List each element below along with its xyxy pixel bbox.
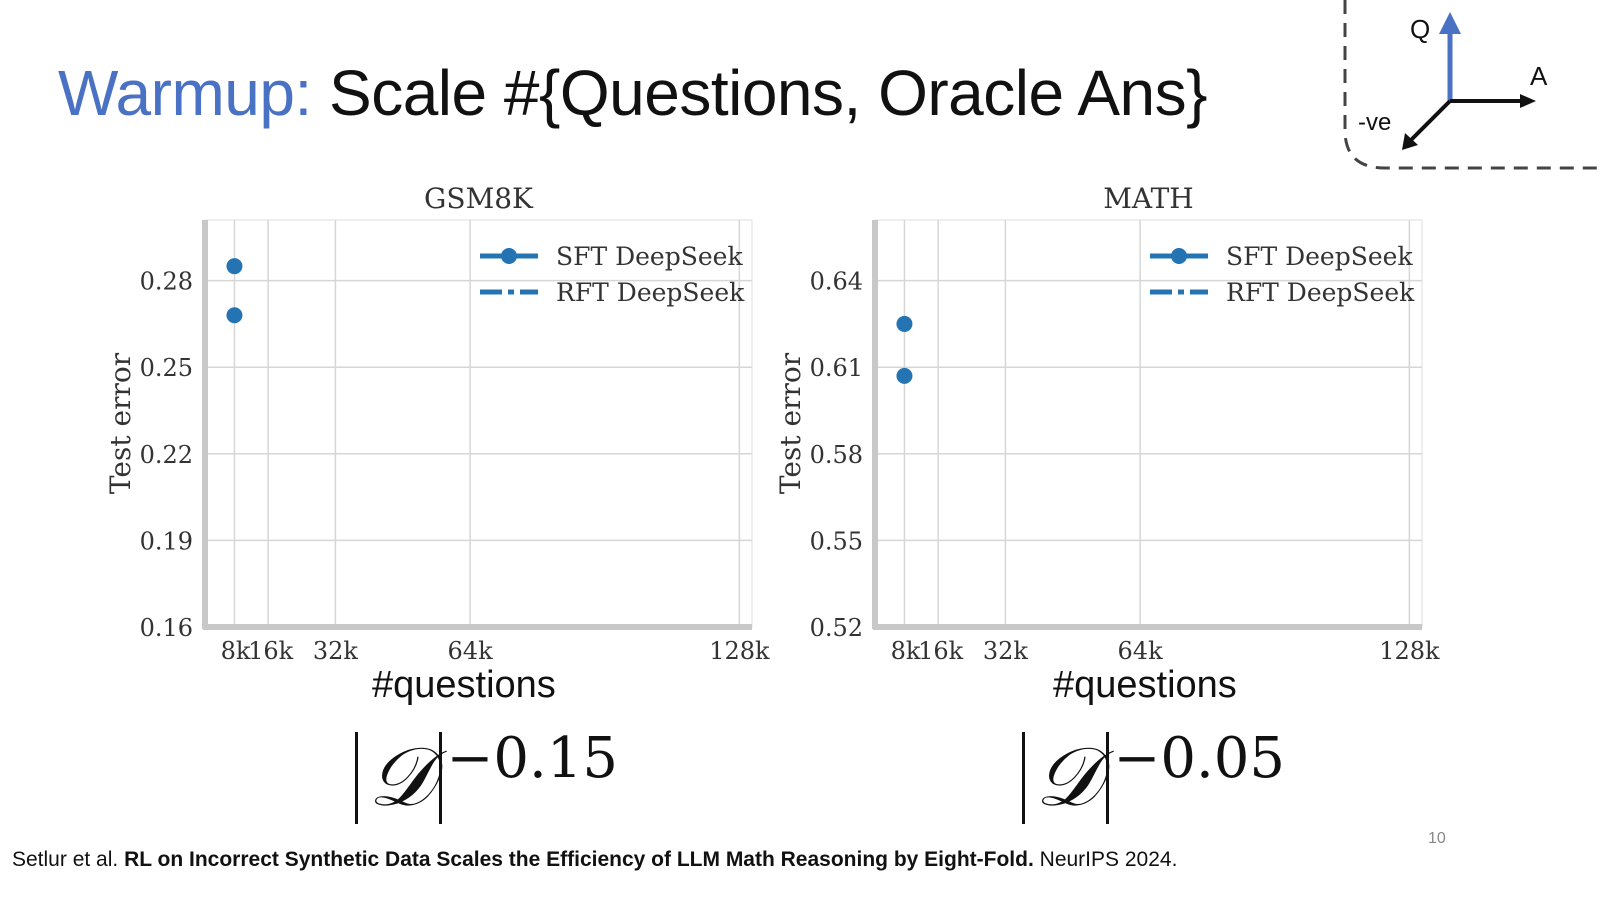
data-point xyxy=(226,307,243,324)
y-tick-label: 0.52 xyxy=(810,614,863,642)
scaling-formula-right: 𝒟 −0.05 xyxy=(1022,726,1285,826)
neg-label: -ve xyxy=(1358,109,1391,136)
scaling-exponent: −0.15 xyxy=(446,726,619,791)
y-axis-label: Test error xyxy=(104,352,137,494)
slide-title-main: Scale #{Questions, Oracle Ans} xyxy=(311,57,1207,129)
x-tick-label: 64k xyxy=(1118,637,1164,665)
scaling-exponent: −0.05 xyxy=(1113,726,1286,791)
abs-bar-right xyxy=(1106,732,1110,824)
x-tick-label: 64k xyxy=(448,637,494,665)
dataset-symbol: 𝒟 xyxy=(368,730,434,825)
page-number: 10 xyxy=(1428,830,1446,847)
x-tick-label: 8k xyxy=(221,637,251,665)
abs-bar-left xyxy=(355,732,358,824)
chart-title: GSM8K xyxy=(424,182,534,215)
legend-label-rft: RFT DeepSeek xyxy=(556,278,745,307)
dashed-border xyxy=(1343,0,1600,170)
y-tick-label: 0.16 xyxy=(140,614,193,642)
q-arrow-head xyxy=(1439,12,1461,34)
y-tick-label: 0.55 xyxy=(810,527,863,555)
y-axis-label: Test error xyxy=(774,352,807,494)
plot-area xyxy=(874,219,1423,628)
neg-axis-line xyxy=(1406,99,1452,145)
y-tick-label: 0.19 xyxy=(140,527,193,555)
legend-marker-sft xyxy=(501,248,517,264)
slide-title: Warmup: Scale #{Questions, Oracle Ans} xyxy=(58,56,1207,130)
legend-marker-sft xyxy=(1171,248,1187,264)
y-tick-label: 0.64 xyxy=(810,268,863,296)
scaling-formula-left: 𝒟 −0.15 xyxy=(355,726,618,826)
a-arrow-head xyxy=(1520,94,1536,108)
legend-label-rft: RFT DeepSeek xyxy=(1226,278,1415,307)
chart-title: MATH xyxy=(1103,182,1193,215)
legend-label-sft: SFT DeepSeek xyxy=(1226,242,1413,271)
data-point xyxy=(896,367,913,384)
y-tick-label: 0.58 xyxy=(810,441,863,469)
x-tick-label: 16k xyxy=(918,637,964,665)
qa-axes-diagram: Q A -ve xyxy=(1343,0,1600,170)
x-tick-label: 32k xyxy=(983,637,1029,665)
citation-title: RL on Incorrect Synthetic Data Scales th… xyxy=(124,848,1034,871)
x-caption-right: #questions xyxy=(1053,664,1237,706)
y-tick-label: 0.22 xyxy=(140,441,193,469)
q-label: Q xyxy=(1410,14,1430,44)
y-tick-label: 0.61 xyxy=(810,354,863,382)
x-tick-label: 128k xyxy=(1379,637,1440,665)
citation-authors: Setlur et al. xyxy=(12,848,125,871)
data-point xyxy=(226,258,243,275)
a-label: A xyxy=(1530,61,1548,91)
citation: Setlur et al. RL on Incorrect Synthetic … xyxy=(12,848,1177,872)
x-tick-label: 16k xyxy=(248,637,294,665)
x-caption-left: #questions xyxy=(372,664,556,706)
slide-title-accent: Warmup: xyxy=(58,57,312,129)
plot-area xyxy=(204,219,753,628)
x-tick-label: 8k xyxy=(891,637,921,665)
y-tick-label: 0.28 xyxy=(140,268,193,296)
x-tick-label: 128k xyxy=(709,637,770,665)
neg-arrow-head xyxy=(1402,133,1418,150)
citation-venue: NeurIPS 2024. xyxy=(1033,848,1178,871)
dataset-symbol: 𝒟 xyxy=(1035,730,1101,825)
data-point xyxy=(896,315,913,332)
abs-bar-left xyxy=(1022,732,1025,824)
legend-label-sft: SFT DeepSeek xyxy=(556,242,743,271)
abs-bar-right xyxy=(439,732,443,824)
y-tick-label: 0.25 xyxy=(140,354,193,382)
x-tick-label: 32k xyxy=(313,637,359,665)
